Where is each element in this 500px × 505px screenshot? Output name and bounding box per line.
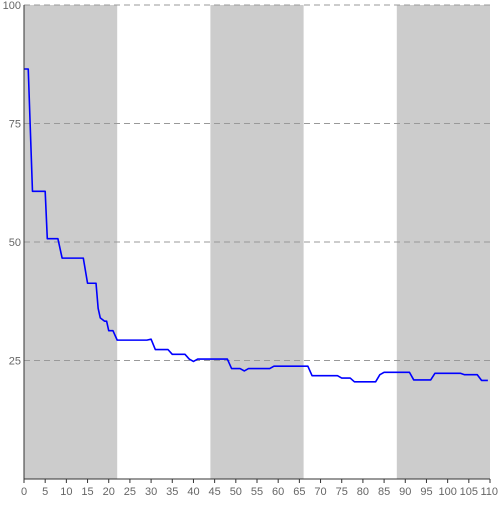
x-tick-label: 40 xyxy=(187,486,199,498)
x-tick-label: 60 xyxy=(272,486,284,498)
x-tick-label: 20 xyxy=(103,486,115,498)
x-tick-label: 90 xyxy=(399,486,411,498)
y-tick-label: 100 xyxy=(3,0,21,12)
gridlines xyxy=(24,4,490,361)
x-tick-label: 45 xyxy=(209,486,221,498)
x-tick-label: 85 xyxy=(378,486,390,498)
x-tick-label: 95 xyxy=(420,486,432,498)
y-tick-label: 50 xyxy=(9,237,21,249)
x-tick-label: 65 xyxy=(293,486,305,498)
y-tick-label: 75 xyxy=(9,119,21,131)
series-line-0 xyxy=(24,68,488,383)
x-tick-label: 50 xyxy=(230,486,242,498)
x-tick-label: 55 xyxy=(251,486,263,498)
x-tick-label: 0 xyxy=(21,486,27,498)
x-tick-label: 110 xyxy=(480,486,498,498)
x-tick-label: 100 xyxy=(438,486,456,498)
series-lines xyxy=(24,68,488,383)
x-tick-label: 15 xyxy=(81,486,93,498)
x-tick-label: 80 xyxy=(357,486,369,498)
x-tick-label: 75 xyxy=(336,486,348,498)
x-tick-label: 5 xyxy=(42,486,48,498)
axes: 25 50 75 100 0 5 10 15 20 25 30 35 40 45 50 55 60 65 70 75 8… xyxy=(3,0,498,498)
x-tick-label: 35 xyxy=(166,486,178,498)
x-tick-label: 105 xyxy=(460,486,478,498)
x-tick-label: 25 xyxy=(124,486,136,498)
x-tick-label: 70 xyxy=(314,486,326,498)
y-tick-label: 25 xyxy=(9,356,21,368)
x-tick-label: 30 xyxy=(145,486,157,498)
x-tick-label: 10 xyxy=(60,486,72,498)
